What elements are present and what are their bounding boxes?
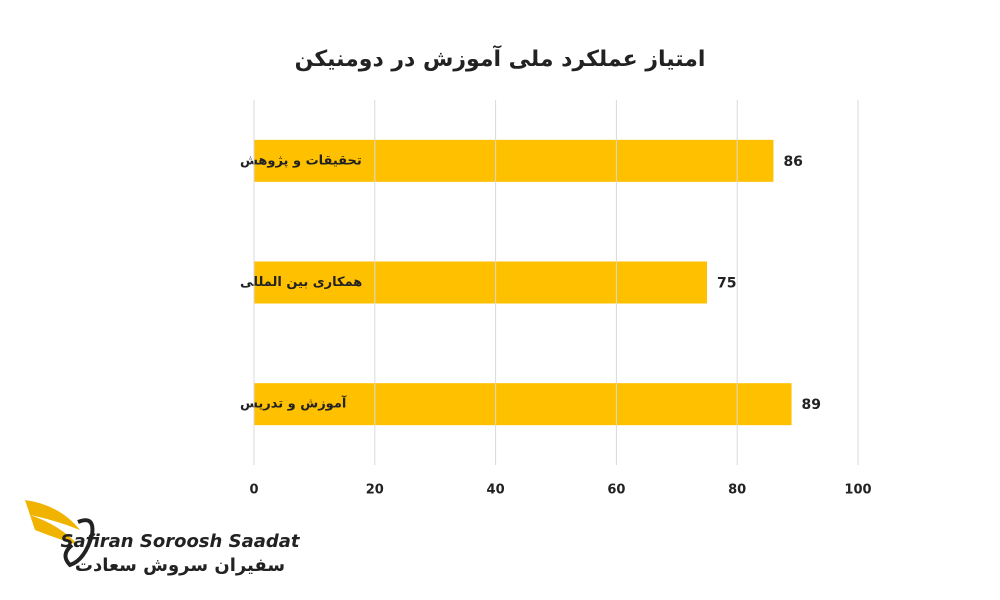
value-label: 86: [783, 154, 802, 170]
x-tick-label: 100: [844, 483, 871, 498]
bar: [254, 383, 792, 426]
logo-mark: [25, 500, 95, 568]
value-label: 89: [802, 397, 821, 413]
bar: [254, 261, 707, 304]
y-tick-label: تحقیقات و پژوهش: [240, 153, 362, 168]
y-tick-label: آموزش و تدریس: [240, 395, 347, 412]
chart-title: امتیاز عملکرد ملی آموزش در دومنیکن: [295, 44, 706, 72]
logo-text: سفیران سروش سعادت: [75, 555, 285, 576]
bar: [254, 139, 774, 182]
x-tick-label: 40: [487, 483, 505, 498]
x-tick-label: 0: [249, 483, 258, 498]
logo-text: Safiran Soroosh Saadat: [60, 531, 300, 552]
x-tick-label: 20: [366, 483, 384, 498]
y-tick-label: همکاری بین المللی: [240, 275, 362, 290]
value-label: 75: [717, 276, 736, 292]
x-tick-label: 60: [607, 483, 625, 498]
x-tick-label: 80: [728, 483, 746, 498]
